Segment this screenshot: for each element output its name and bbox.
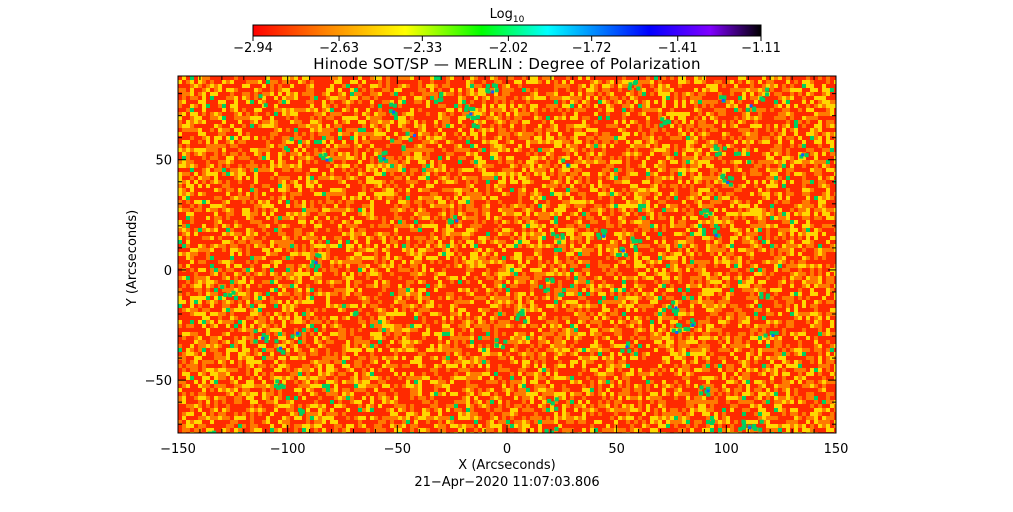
x-axis-label: X (Arcseconds) [458,458,555,473]
colorbar-tick-label: −1.41 [658,41,698,56]
heatmap-image [178,76,836,433]
y-tick-label: 0 [164,264,172,279]
chart-title: Hinode SOT/SP — MERLIN : Degree of Polar… [313,55,701,73]
x-tick-label: 50 [608,442,625,457]
y-tick-label: 50 [155,154,172,169]
colorbar [252,24,762,37]
x-tick-label: −100 [270,442,306,457]
x-tick-label: 150 [824,442,849,457]
y-axis: −50 0 50 [145,93,836,425]
x-tick-label: 100 [714,442,739,457]
colorbar-tick-label: −2.02 [488,41,528,56]
y-tick-label: −50 [145,374,172,389]
colorbar-tick-label: −1.11 [741,41,781,56]
colorbar-tick-label: −2.94 [233,41,273,56]
y-axis-label: Y (Arcseconds) [125,210,140,307]
x-tick-label: 0 [503,442,511,457]
colorbar-ticks: −2.94 −2.63 −2.33 −2.02 −1.72 −1.41 −1.11 [233,36,781,56]
colorbar-title: Log10 [490,7,525,25]
colorbar-tick-label: −1.72 [572,41,612,56]
colorbar-tick-label: −2.33 [402,41,442,56]
x-axis: −150 −100 −50 0 50 100 150 [160,76,848,457]
x-tick-label: −50 [384,442,411,457]
timestamp: 21−Apr−2020 11:07:03.806 [414,475,599,490]
x-tick-label: −150 [160,442,196,457]
colorbar-tick-label: −2.63 [319,41,359,56]
